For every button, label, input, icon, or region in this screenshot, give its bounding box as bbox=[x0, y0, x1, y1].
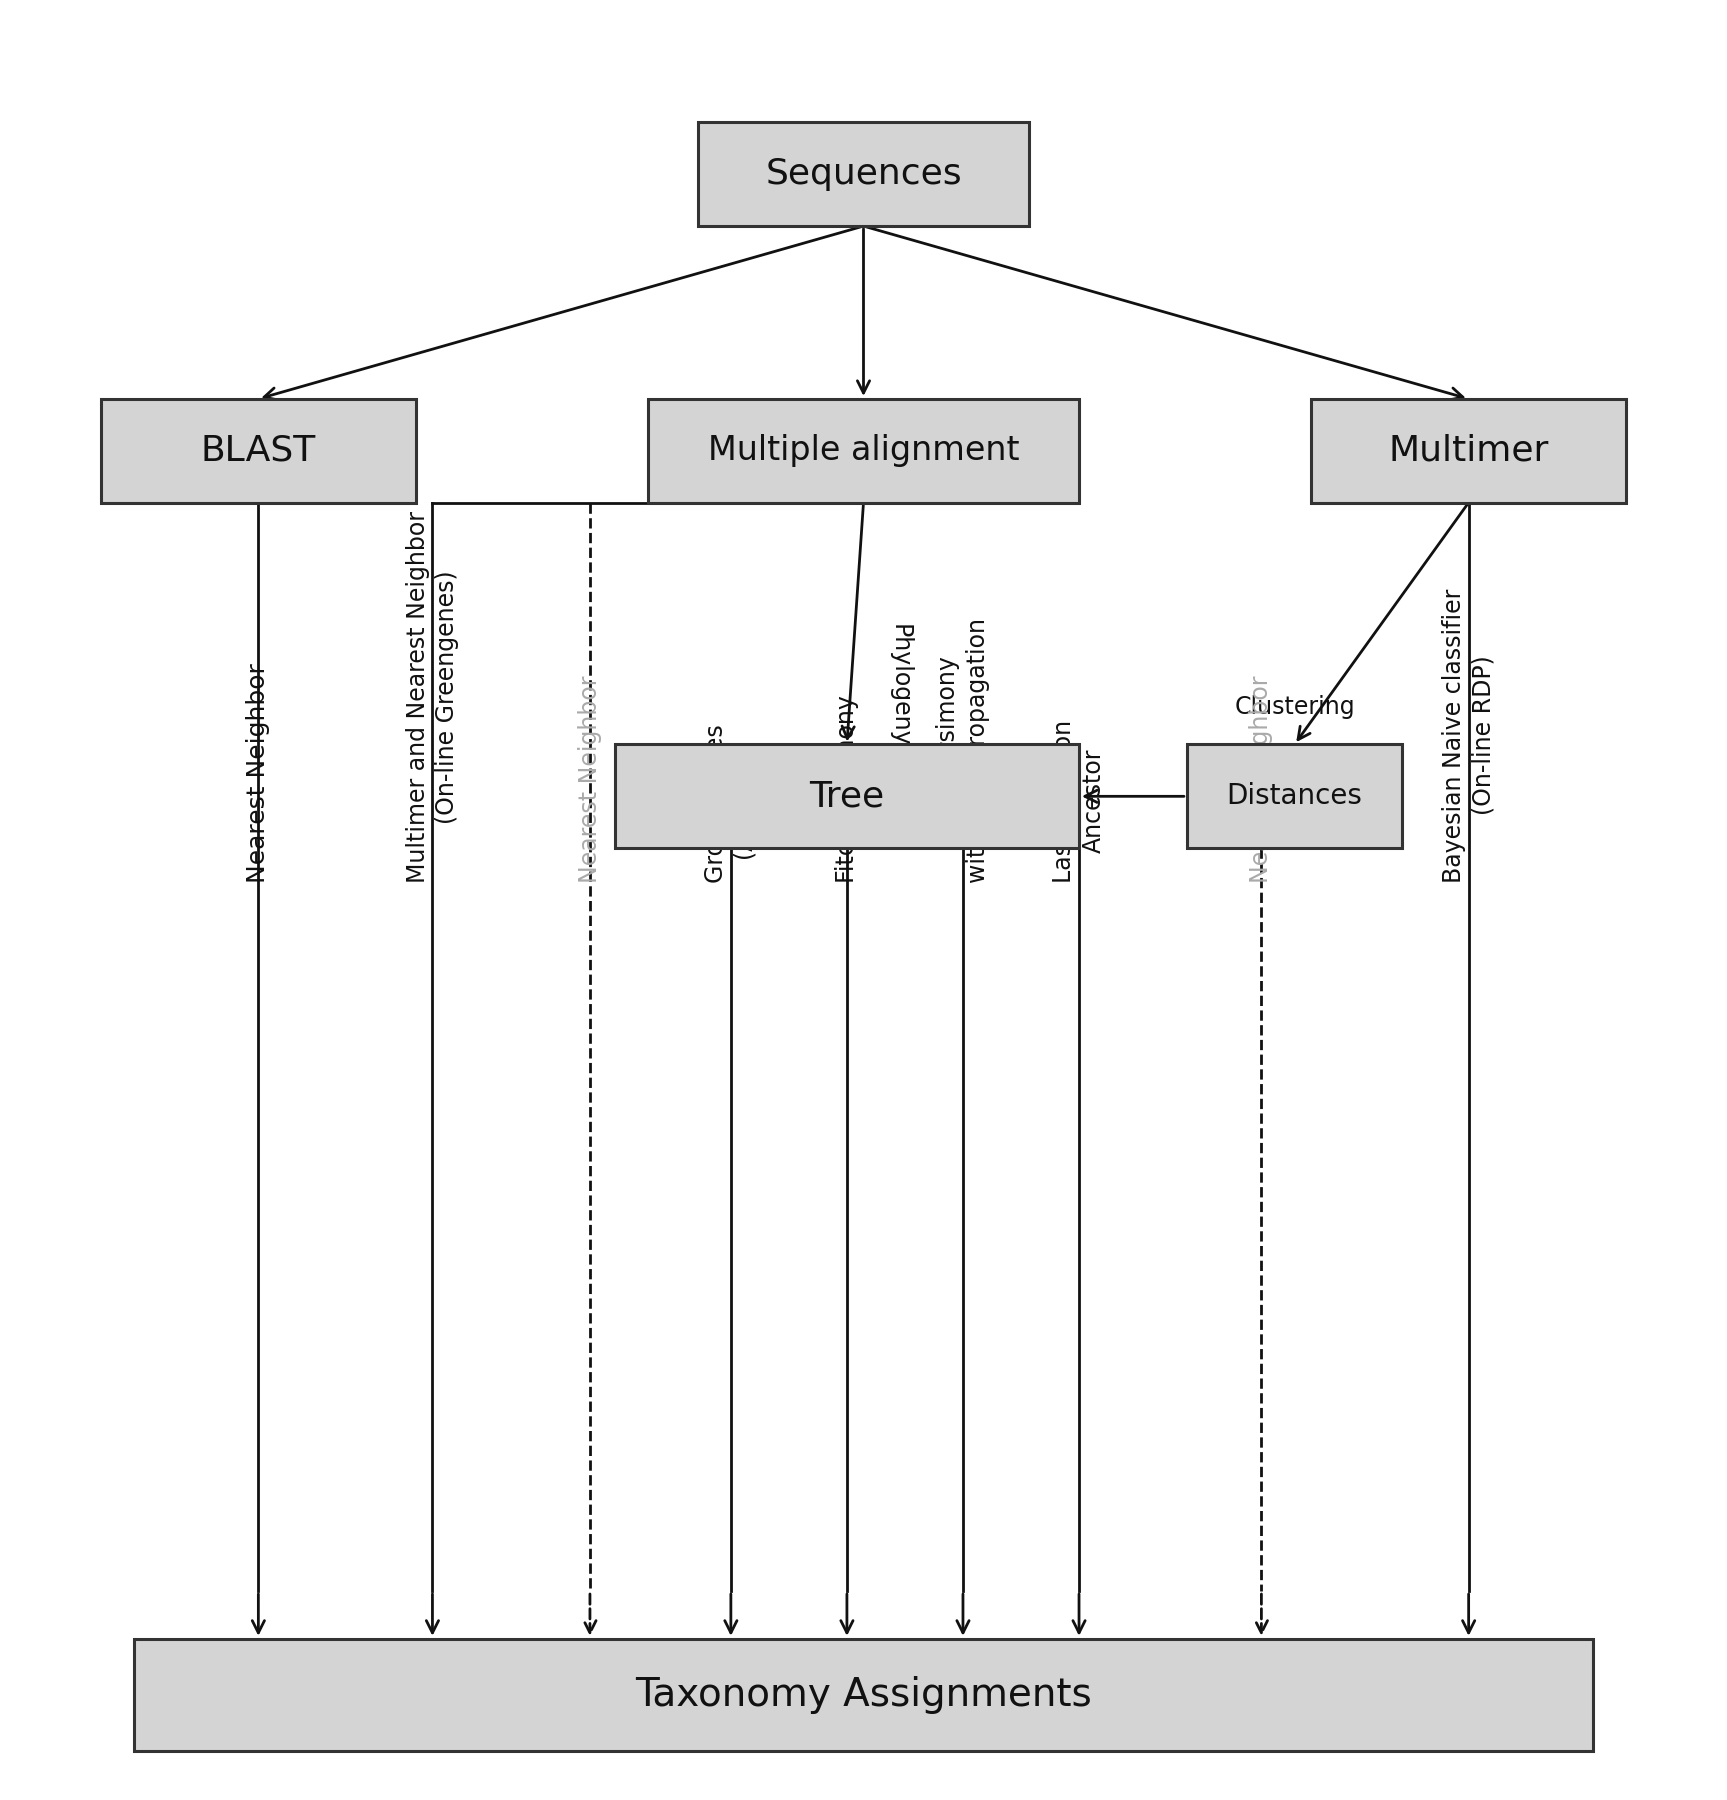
FancyBboxPatch shape bbox=[615, 745, 1079, 848]
Text: Sequences: Sequences bbox=[765, 157, 962, 191]
FancyBboxPatch shape bbox=[100, 400, 416, 502]
Text: Multimer and Nearest Neighbor
(On-line Greengenes): Multimer and Nearest Neighbor (On-line G… bbox=[406, 511, 459, 882]
Text: Nearest Neighbor: Nearest Neighbor bbox=[579, 675, 603, 882]
FancyBboxPatch shape bbox=[1186, 745, 1402, 848]
Text: Nearest Neighbor: Nearest Neighbor bbox=[247, 662, 271, 882]
Text: Multiple alignment: Multiple alignment bbox=[708, 434, 1019, 468]
Text: Clustering: Clustering bbox=[1235, 695, 1356, 718]
Text: Phylogeny: Phylogeny bbox=[888, 623, 912, 747]
Text: Taxonomy Assignments: Taxonomy Assignments bbox=[636, 1676, 1091, 1714]
Text: Fitch parsimony: Fitch parsimony bbox=[834, 695, 858, 882]
FancyBboxPatch shape bbox=[1311, 400, 1627, 502]
FancyBboxPatch shape bbox=[698, 122, 1029, 227]
Text: Multimer: Multimer bbox=[1389, 434, 1549, 468]
Text: BLAST: BLAST bbox=[200, 434, 316, 468]
Text: Nearest Neighbor: Nearest Neighbor bbox=[1249, 675, 1273, 882]
Text: Last Common
Ancestor: Last Common Ancestor bbox=[1052, 720, 1105, 882]
Text: Bayesian Naive classifier
(On-line RDP): Bayesian Naive classifier (On-line RDP) bbox=[1442, 589, 1496, 882]
Text: Fitch parsimony
with back-propagation: Fitch parsimony with back-propagation bbox=[936, 617, 990, 882]
Text: Distances: Distances bbox=[1226, 783, 1363, 810]
FancyBboxPatch shape bbox=[135, 1638, 1592, 1751]
FancyBboxPatch shape bbox=[648, 400, 1079, 502]
Text: Group names
(Arb tree): Group names (Arb tree) bbox=[705, 724, 758, 882]
Text: Tree: Tree bbox=[810, 779, 884, 814]
